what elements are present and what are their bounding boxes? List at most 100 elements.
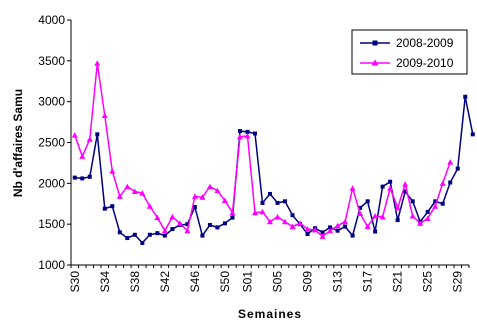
data-point (230, 215, 235, 220)
data-point (245, 129, 250, 134)
data-point (282, 218, 289, 225)
x-ticks: S30 S34 S38 S42 S46 S50 S01 S05 S09 S13 S17 S21 S25 S… (68, 265, 470, 293)
y-ticks: 1000 1500 2000 2500 3000 3500 4000 (38, 13, 71, 272)
data-point (373, 229, 378, 234)
y-tick-label: 3000 (38, 95, 65, 109)
data-point (110, 204, 115, 209)
series-line-1 (74, 96, 474, 245)
x-tick-label: S50 (218, 271, 232, 293)
y-tick-label: 1500 (38, 217, 65, 231)
data-point (170, 227, 175, 232)
data-point (380, 184, 385, 189)
data-point (252, 131, 257, 136)
data-point (395, 218, 400, 223)
data-point (335, 228, 340, 233)
data-point (455, 166, 460, 171)
data-point (319, 233, 326, 239)
data-point (154, 214, 161, 221)
data-point (95, 132, 100, 137)
data-point (417, 220, 424, 226)
data-point (304, 226, 311, 232)
data-point (229, 209, 236, 216)
x-tick-label: S13 (331, 271, 345, 293)
data-point (185, 222, 190, 227)
series-1 (72, 94, 475, 245)
data-point (162, 233, 167, 238)
legend-marker-2 (371, 59, 379, 66)
data-point (260, 200, 265, 205)
data-point (117, 230, 122, 235)
data-point (328, 225, 333, 230)
data-point (155, 231, 160, 236)
data-point (268, 191, 272, 196)
data-point (403, 189, 408, 194)
legend-box (351, 29, 468, 75)
data-point (169, 213, 176, 220)
data-point (184, 227, 191, 234)
data-point (176, 220, 183, 226)
data-point (237, 129, 242, 134)
y-tick-label: 1000 (38, 258, 65, 272)
data-point (402, 181, 409, 187)
data-point (424, 215, 431, 221)
legend-marker-1 (372, 40, 378, 46)
data-point (463, 94, 468, 99)
data-point (447, 159, 454, 165)
legend: 2008-2009 2009-2010 (351, 29, 468, 75)
x-axis-title: Semaines (238, 307, 302, 321)
data-point (289, 223, 296, 230)
data-point (221, 197, 228, 203)
data-point (343, 224, 348, 229)
data-point (140, 240, 145, 245)
y-tick-label: 2500 (38, 136, 65, 150)
data-point (200, 233, 205, 238)
data-point (94, 60, 101, 66)
data-point (439, 180, 446, 186)
data-point (86, 136, 93, 142)
data-point (251, 209, 258, 216)
data-point (102, 206, 107, 211)
data-point (274, 213, 281, 220)
data-point (199, 194, 206, 200)
data-point (334, 222, 341, 229)
data-point (297, 220, 304, 226)
x-tick-label: S05 (271, 271, 285, 293)
data-point (365, 199, 370, 204)
y-tick-label: 4000 (38, 13, 65, 27)
data-point (470, 132, 475, 137)
data-point (388, 179, 393, 184)
series-layer (71, 60, 475, 245)
x-tick-label: S46 (188, 271, 202, 293)
data-point (161, 227, 168, 234)
data-point (109, 168, 116, 174)
legend-label-1: 2008-2009 (396, 36, 454, 50)
x-tick-label: S25 (421, 271, 435, 293)
data-point (116, 193, 123, 199)
data-point (387, 185, 394, 191)
y-tick-label: 2000 (38, 176, 65, 190)
x-tick-label: S29 (451, 271, 465, 293)
data-point (132, 232, 137, 237)
data-point (267, 218, 273, 225)
data-point (372, 213, 379, 219)
data-point (87, 174, 92, 179)
x-tick-label: S34 (98, 271, 112, 293)
x-tick-label: S38 (128, 271, 142, 293)
data-point (425, 209, 430, 214)
x-tick-label: S30 (68, 271, 82, 293)
data-point (207, 222, 212, 227)
data-point (305, 231, 310, 236)
data-point (283, 199, 288, 204)
data-point (236, 133, 243, 140)
data-point (147, 232, 152, 237)
x-tick-label: S17 (361, 271, 375, 293)
x-tick-label: S42 (158, 271, 172, 293)
data-point (72, 175, 77, 180)
data-point (364, 223, 371, 230)
data-point (259, 208, 266, 215)
data-point (394, 204, 401, 211)
data-point (320, 230, 325, 235)
data-point (215, 225, 220, 230)
data-point (379, 213, 386, 220)
